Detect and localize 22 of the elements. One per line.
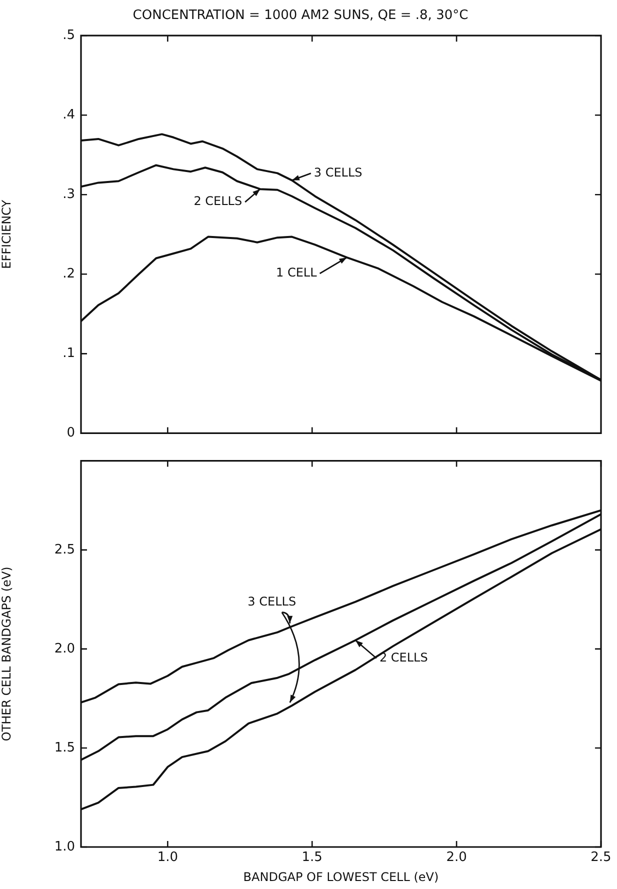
y-tick-label: 0 [66, 426, 75, 441]
y-tick-label: 1.0 [54, 839, 75, 854]
annotation: 3 CELLS [248, 594, 296, 608]
y-tick-label: .3 [62, 187, 75, 202]
y-tick-label: .1 [62, 346, 75, 362]
x-axis-title: BANDGAP OF LOWEST CELL (eV) [243, 870, 439, 884]
x-tick-label: 1.0 [157, 850, 178, 866]
annotation: 3 CELLS [314, 165, 362, 180]
y-tick-label: 1.5 [54, 740, 75, 756]
x-tick-label: 2.0 [446, 850, 467, 866]
chart-title: CONCENTRATION = 1000 AM2 SUNS, QE = .8, 30°C [132, 8, 468, 24]
annotation: 1 CELL [276, 266, 318, 280]
x-tick-label: 2.5 [590, 850, 612, 866]
y-tick-label: 2.0 [54, 641, 75, 656]
y-axis-title: OTHER CELL BANDGAPS (eV) [0, 566, 14, 742]
annotation: 2 CELLS [194, 194, 242, 208]
y-tick-label: 2.5 [54, 542, 75, 558]
y-tick-label: .4 [62, 107, 75, 122]
x-tick-label: 1.5 [302, 850, 322, 866]
y-tick-label: .2 [62, 266, 75, 282]
y-tick-label: .5 [62, 28, 75, 43]
y-axis-title: EFFICIENCY [0, 199, 14, 269]
